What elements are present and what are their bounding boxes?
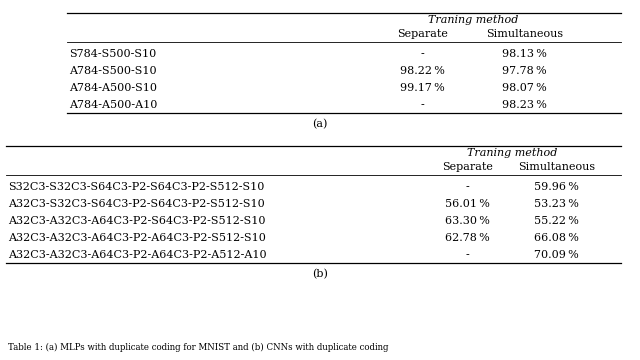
- Text: 66.08 %: 66.08 %: [534, 233, 579, 243]
- Text: 59.96 %: 59.96 %: [534, 182, 579, 192]
- Text: 62.78 %: 62.78 %: [445, 233, 490, 243]
- Text: 63.30 %: 63.30 %: [445, 216, 490, 226]
- Text: Traning method: Traning method: [467, 148, 557, 158]
- Text: 70.09 %: 70.09 %: [534, 250, 579, 260]
- Text: S784-S500-S10: S784-S500-S10: [69, 49, 156, 59]
- Text: A784-S500-S10: A784-S500-S10: [69, 66, 157, 76]
- Text: A32C3-S32C3-S64C3-P2-S64C3-P2-S512-S10: A32C3-S32C3-S64C3-P2-S64C3-P2-S512-S10: [8, 199, 264, 209]
- Text: S32C3-S32C3-S64C3-P2-S64C3-P2-S512-S10: S32C3-S32C3-S64C3-P2-S64C3-P2-S512-S10: [8, 182, 264, 192]
- Text: Table 1: (a) MLPs with duplicate coding for MNIST and (b) CNNs with duplicate co: Table 1: (a) MLPs with duplicate coding …: [8, 343, 388, 352]
- Text: 56.01 %: 56.01 %: [445, 199, 490, 209]
- Text: A784-A500-A10: A784-A500-A10: [69, 100, 157, 110]
- Text: A784-A500-S10: A784-A500-S10: [69, 83, 157, 93]
- Text: 55.22 %: 55.22 %: [534, 216, 579, 226]
- Text: -: -: [465, 250, 469, 260]
- Text: A32C3-A32C3-A64C3-P2-A64C3-P2-S512-S10: A32C3-A32C3-A64C3-P2-A64C3-P2-S512-S10: [8, 233, 266, 243]
- Text: 53.23 %: 53.23 %: [534, 199, 579, 209]
- Text: -: -: [420, 49, 424, 59]
- Text: 99.17 %: 99.17 %: [400, 83, 445, 93]
- Text: -: -: [465, 182, 469, 192]
- Text: Simultaneous: Simultaneous: [486, 29, 563, 39]
- Text: 98.23 %: 98.23 %: [502, 100, 547, 110]
- Text: Traning method: Traning method: [428, 15, 519, 25]
- Text: 98.22 %: 98.22 %: [400, 66, 445, 76]
- Text: -: -: [420, 100, 424, 110]
- Text: A32C3-A32C3-A64C3-P2-A64C3-P2-A512-A10: A32C3-A32C3-A64C3-P2-A64C3-P2-A512-A10: [8, 250, 266, 260]
- Text: A32C3-A32C3-A64C3-P2-S64C3-P2-S512-S10: A32C3-A32C3-A64C3-P2-S64C3-P2-S512-S10: [8, 216, 265, 226]
- Text: Simultaneous: Simultaneous: [518, 162, 595, 172]
- Text: Separate: Separate: [442, 162, 493, 172]
- Text: (a): (a): [312, 119, 328, 129]
- Text: Separate: Separate: [397, 29, 448, 39]
- Text: 98.13 %: 98.13 %: [502, 49, 547, 59]
- Text: 98.07 %: 98.07 %: [502, 83, 547, 93]
- Text: 97.78 %: 97.78 %: [502, 66, 547, 76]
- Text: (b): (b): [312, 269, 328, 279]
